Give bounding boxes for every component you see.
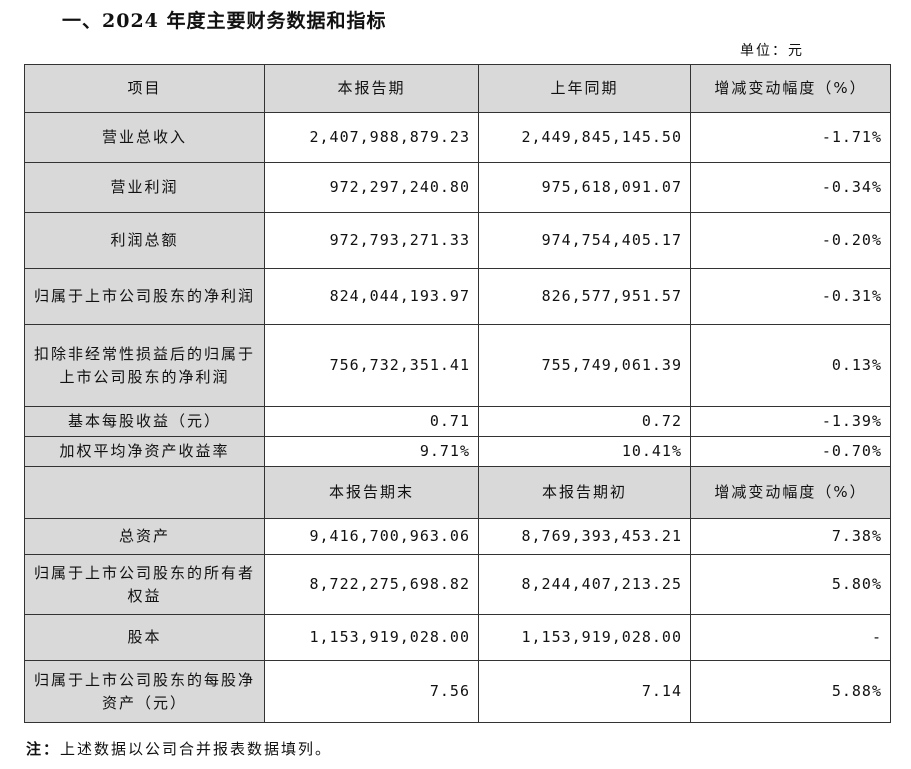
table-subheader-row: 本报告期末 本报告期初 增减变动幅度（%） xyxy=(24,466,891,519)
cell-period-end: 1,153,919,028.00 xyxy=(264,614,479,661)
cell-change: -0.70% xyxy=(690,436,891,467)
cell-current: 0.71 xyxy=(264,406,479,437)
table-row: 利润总额 972,793,271.33 974,754,405.17 -0.20… xyxy=(24,212,891,269)
col-header-empty xyxy=(24,466,265,519)
row-label: 归属于上市公司股东的所有者权益 xyxy=(24,554,265,615)
cell-change: 7.38% xyxy=(690,518,891,555)
row-label: 总资产 xyxy=(24,518,265,555)
cell-period-end: 9,416,700,963.06 xyxy=(264,518,479,555)
cell-change: -0.31% xyxy=(690,268,891,325)
cell-prior: 10.41% xyxy=(478,436,691,467)
cell-current: 756,732,351.41 xyxy=(264,324,479,407)
table-header-row: 项目 本报告期 上年同期 增减变动幅度（%） xyxy=(24,64,891,113)
footnote: 注：上述数据以公司合并报表数据填列。 xyxy=(26,738,332,759)
cell-change: -0.20% xyxy=(690,212,891,269)
col-header-change: 增减变动幅度（%） xyxy=(690,466,891,519)
table-row: 营业总收入 2,407,988,879.23 2,449,845,145.50 … xyxy=(24,112,891,163)
cell-prior: 0.72 xyxy=(478,406,691,437)
cell-period-start: 7.14 xyxy=(478,660,691,723)
cell-period-start: 8,769,393,453.21 xyxy=(478,518,691,555)
col-header-period-start: 本报告期初 xyxy=(478,466,691,519)
col-header-current: 本报告期 xyxy=(264,64,479,113)
cell-current: 824,044,193.97 xyxy=(264,268,479,325)
row-label: 营业总收入 xyxy=(24,112,265,163)
cell-change: -0.34% xyxy=(690,162,891,213)
cell-current: 972,297,240.80 xyxy=(264,162,479,213)
cell-prior: 2,449,845,145.50 xyxy=(478,112,691,163)
row-label: 扣除非经常性损益后的归属于上市公司股东的净利润 xyxy=(24,324,265,407)
row-label: 归属于上市公司股东的净利润 xyxy=(24,268,265,325)
table-row: 营业利润 972,297,240.80 975,618,091.07 -0.34… xyxy=(24,162,891,213)
table-row: 归属于上市公司股东的净利润 824,044,193.97 826,577,951… xyxy=(24,268,891,325)
table-row: 加权平均净资产收益率 9.71% 10.41% -0.70% xyxy=(24,436,891,467)
cell-prior: 826,577,951.57 xyxy=(478,268,691,325)
table-row: 扣除非经常性损益后的归属于上市公司股东的净利润 756,732,351.41 7… xyxy=(24,324,891,407)
cell-current: 972,793,271.33 xyxy=(264,212,479,269)
table-row: 总资产 9,416,700,963.06 8,769,393,453.21 7.… xyxy=(24,518,891,555)
cell-change: 0.13% xyxy=(690,324,891,407)
col-header-change: 增减变动幅度（%） xyxy=(690,64,891,113)
financial-data-table: 项目 本报告期 上年同期 增减变动幅度（%） 营业总收入 2,407,988,8… xyxy=(24,64,891,723)
cell-period-start: 1,153,919,028.00 xyxy=(478,614,691,661)
cell-period-start: 8,244,407,213.25 xyxy=(478,554,691,615)
section-heading: 一、2024 年度主要财务数据和指标 xyxy=(62,10,387,32)
cell-change: -1.71% xyxy=(690,112,891,163)
footnote-prefix: 注： xyxy=(26,740,61,758)
cell-prior: 975,618,091.07 xyxy=(478,162,691,213)
table-row: 基本每股收益（元） 0.71 0.72 -1.39% xyxy=(24,406,891,437)
cell-current: 9.71% xyxy=(264,436,479,467)
cell-change: - xyxy=(690,614,891,661)
row-label: 归属于上市公司股东的每股净资产（元） xyxy=(24,660,265,723)
cell-period-end: 7.56 xyxy=(264,660,479,723)
cell-current: 2,407,988,879.23 xyxy=(264,112,479,163)
cell-period-end: 8,722,275,698.82 xyxy=(264,554,479,615)
row-label: 利润总额 xyxy=(24,212,265,269)
table-row: 归属于上市公司股东的每股净资产（元） 7.56 7.14 5.88% xyxy=(24,660,891,723)
cell-prior: 755,749,061.39 xyxy=(478,324,691,407)
cell-change: -1.39% xyxy=(690,406,891,437)
row-label: 基本每股收益（元） xyxy=(24,406,265,437)
footnote-text: 上述数据以公司合并报表数据填列。 xyxy=(60,740,333,758)
col-header-period-end: 本报告期末 xyxy=(264,466,479,519)
cell-prior: 974,754,405.17 xyxy=(478,212,691,269)
row-label: 加权平均净资产收益率 xyxy=(24,436,265,467)
col-header-item: 项目 xyxy=(24,64,265,113)
cell-change: 5.80% xyxy=(690,554,891,615)
row-label: 股本 xyxy=(24,614,265,661)
row-label: 营业利润 xyxy=(24,162,265,213)
table-row: 归属于上市公司股东的所有者权益 8,722,275,698.82 8,244,4… xyxy=(24,554,891,615)
unit-label: 单位：元 xyxy=(740,43,804,59)
col-header-prior: 上年同期 xyxy=(478,64,691,113)
table-row: 股本 1,153,919,028.00 1,153,919,028.00 - xyxy=(24,614,891,661)
cell-change: 5.88% xyxy=(690,660,891,723)
